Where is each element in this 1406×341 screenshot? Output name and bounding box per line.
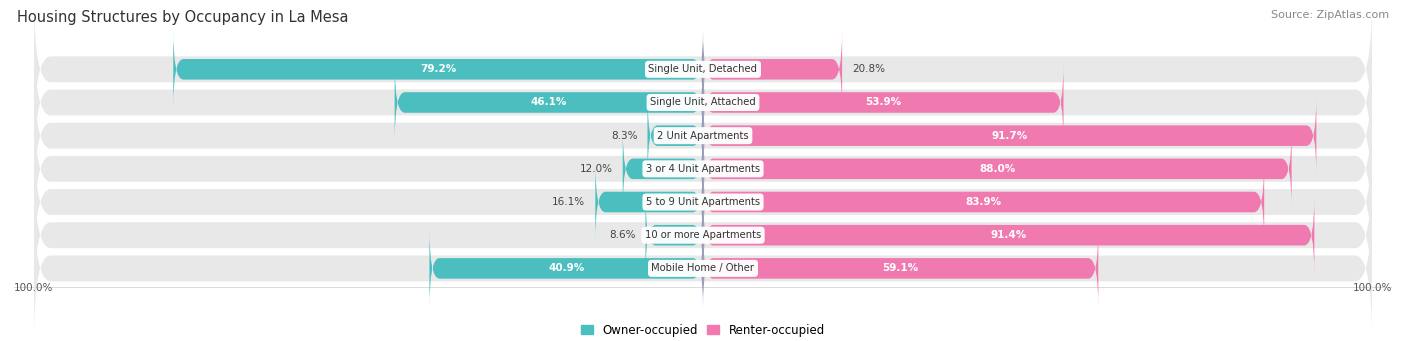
Text: 16.1%: 16.1% (553, 197, 585, 207)
FancyBboxPatch shape (34, 66, 1372, 206)
Text: 8.6%: 8.6% (609, 230, 636, 240)
Text: Source: ZipAtlas.com: Source: ZipAtlas.com (1271, 10, 1389, 20)
Text: 59.1%: 59.1% (883, 263, 918, 273)
FancyBboxPatch shape (703, 196, 1315, 275)
Text: 53.9%: 53.9% (865, 98, 901, 107)
Text: 40.9%: 40.9% (548, 263, 585, 273)
FancyBboxPatch shape (34, 0, 1372, 139)
FancyBboxPatch shape (645, 196, 703, 275)
Text: Single Unit, Attached: Single Unit, Attached (650, 98, 756, 107)
FancyBboxPatch shape (395, 63, 703, 142)
Text: 83.9%: 83.9% (966, 197, 1001, 207)
Text: 3 or 4 Unit Apartments: 3 or 4 Unit Apartments (645, 164, 761, 174)
Text: 91.4%: 91.4% (991, 230, 1026, 240)
FancyBboxPatch shape (34, 99, 1372, 239)
Legend: Owner-occupied, Renter-occupied: Owner-occupied, Renter-occupied (576, 319, 830, 341)
FancyBboxPatch shape (173, 30, 703, 109)
Text: 20.8%: 20.8% (852, 64, 886, 74)
FancyBboxPatch shape (703, 30, 842, 109)
FancyBboxPatch shape (34, 132, 1372, 272)
Text: 10 or more Apartments: 10 or more Apartments (645, 230, 761, 240)
Text: Mobile Home / Other: Mobile Home / Other (651, 263, 755, 273)
Text: Single Unit, Detached: Single Unit, Detached (648, 64, 758, 74)
Text: Housing Structures by Occupancy in La Mesa: Housing Structures by Occupancy in La Me… (17, 10, 349, 25)
FancyBboxPatch shape (34, 32, 1372, 173)
FancyBboxPatch shape (703, 163, 1264, 241)
FancyBboxPatch shape (703, 229, 1098, 308)
Text: 100.0%: 100.0% (1353, 283, 1392, 293)
Text: 100.0%: 100.0% (14, 283, 53, 293)
FancyBboxPatch shape (34, 165, 1372, 305)
FancyBboxPatch shape (34, 198, 1372, 338)
FancyBboxPatch shape (429, 229, 703, 308)
Text: 79.2%: 79.2% (420, 64, 457, 74)
Text: 88.0%: 88.0% (979, 164, 1015, 174)
Text: 2 Unit Apartments: 2 Unit Apartments (657, 131, 749, 141)
FancyBboxPatch shape (595, 163, 703, 241)
FancyBboxPatch shape (703, 63, 1063, 142)
Text: 46.1%: 46.1% (530, 98, 567, 107)
Text: 5 to 9 Unit Apartments: 5 to 9 Unit Apartments (645, 197, 761, 207)
FancyBboxPatch shape (703, 96, 1316, 175)
Text: 12.0%: 12.0% (579, 164, 613, 174)
FancyBboxPatch shape (648, 96, 703, 175)
FancyBboxPatch shape (703, 129, 1292, 208)
FancyBboxPatch shape (623, 129, 703, 208)
Text: 8.3%: 8.3% (612, 131, 637, 141)
Text: 91.7%: 91.7% (991, 131, 1028, 141)
